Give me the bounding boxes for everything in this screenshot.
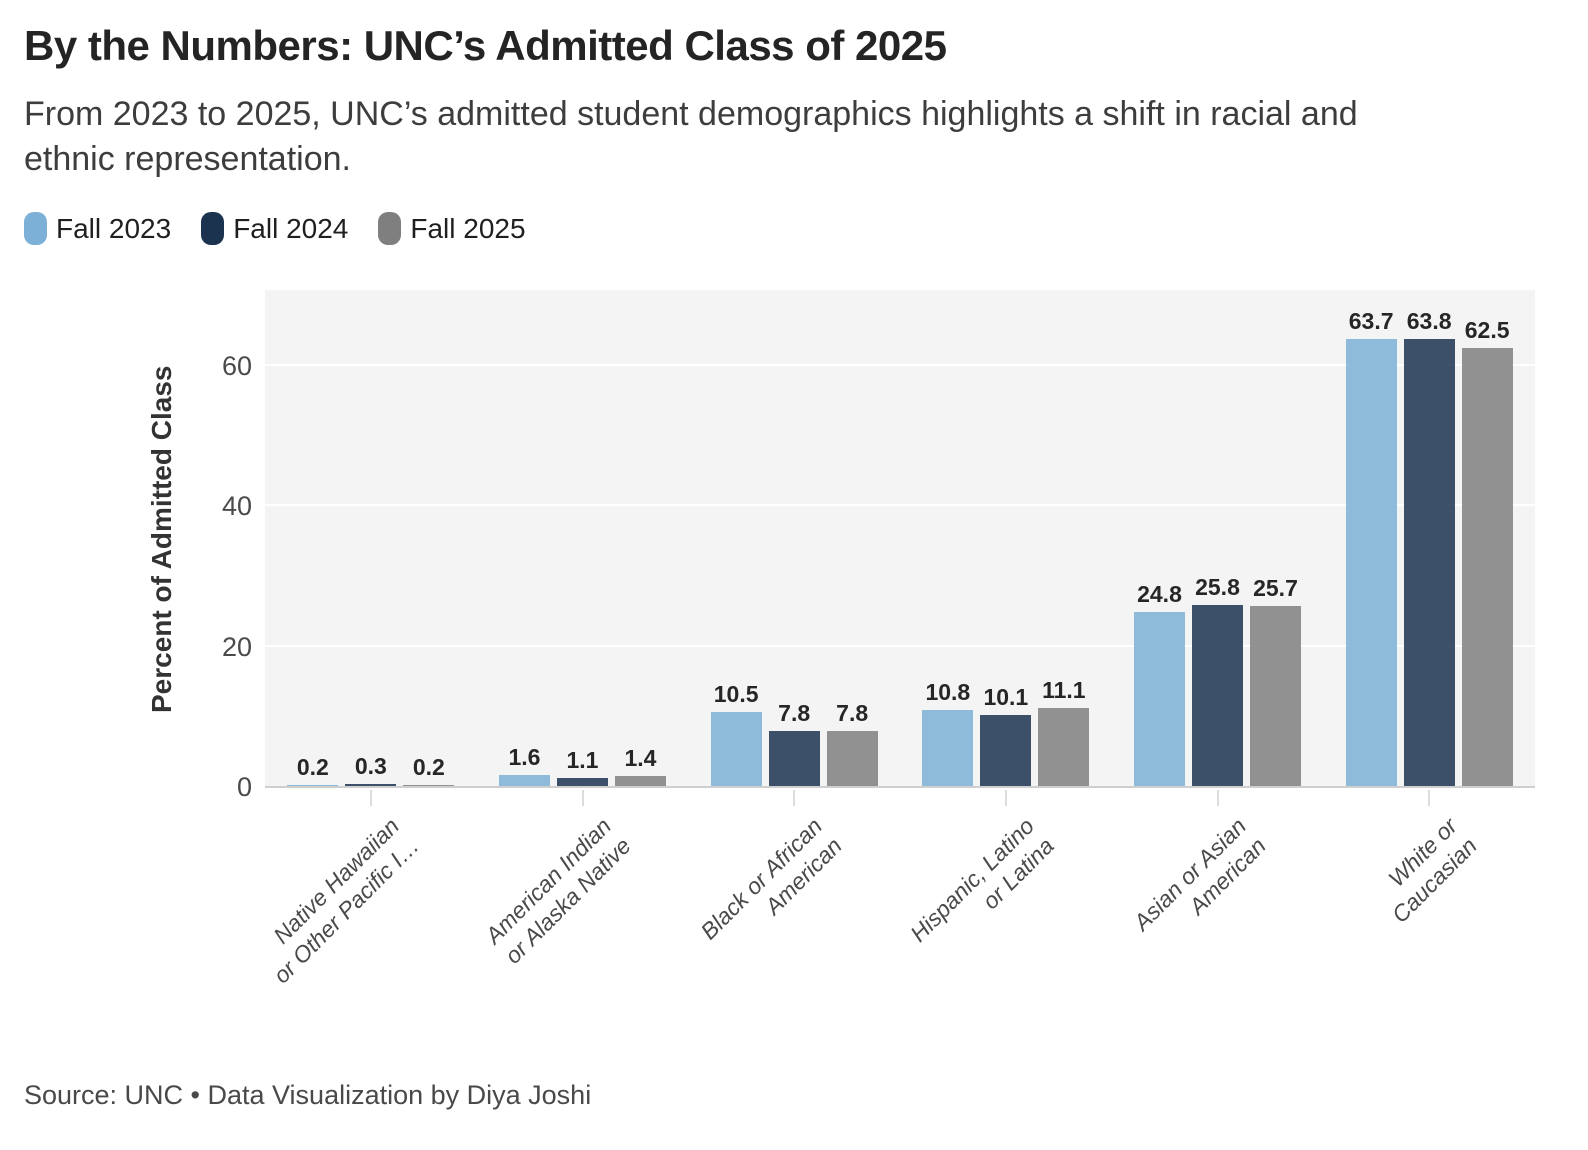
bar-group: 24.8 25.8 25.7 [1112, 290, 1324, 786]
bar-col: 10.8 [922, 679, 974, 786]
bar [345, 783, 397, 786]
legend-label: Fall 2023 [56, 212, 172, 244]
bar-value-label: 1.4 [624, 745, 657, 772]
bar-col: 11.1 [1038, 677, 1090, 786]
y-tick-label: 40 [221, 491, 252, 522]
page-title: By the Numbers: UNC’s Admitted Class of … [24, 22, 947, 69]
bar-col: 1.6 [498, 744, 550, 786]
bar-col: 7.8 [768, 700, 820, 786]
bar-value-label: 10.5 [713, 681, 759, 708]
bar-value-label: 1.6 [508, 743, 541, 770]
x-category-label-line: Native Hawaiian [268, 812, 404, 949]
gridline [265, 504, 1535, 507]
bar-value-label: 24.8 [1137, 581, 1182, 608]
bar-group: 1.6 1.1 1.4 [477, 290, 689, 786]
bar-value-label: 11.1 [1042, 677, 1086, 704]
legend-label: Fall 2024 [233, 212, 349, 244]
legend-item: Fall 2023 [24, 212, 171, 245]
source-caption: Source: UNC • Data Visualization by Diya… [24, 1080, 592, 1110]
x-tick [793, 790, 796, 806]
x-tick [581, 790, 584, 806]
bar-value-label: 10.1 [983, 684, 1029, 711]
x-tick [1216, 790, 1219, 806]
bar-value-label: 63.8 [1406, 307, 1452, 334]
bar-value-label: 0.2 [412, 753, 445, 780]
bar-col: 10.5 [710, 681, 762, 786]
bar-col: 1.4 [614, 745, 666, 786]
x-category-label-line: Caucasian [1386, 832, 1483, 928]
y-tick-label: 60 [221, 351, 252, 382]
chart-subtitle: From 2023 to 2025, UNC’s admitted studen… [24, 95, 1358, 178]
bar [710, 712, 762, 786]
bar [1345, 339, 1397, 786]
bar-group: 10.5 7.8 7.8 [688, 290, 900, 786]
bar-col: 63.8 [1403, 308, 1455, 786]
y-tick-label: 20 [221, 631, 252, 662]
bar-group: 63.7 63.8 62.5 [1323, 290, 1535, 786]
bar-col: 1.1 [556, 747, 608, 786]
bar-col: 7.8 [826, 700, 878, 786]
gridline [265, 364, 1535, 367]
bar-value-label: 63.7 [1348, 308, 1394, 335]
legend-swatch [24, 212, 47, 245]
bar-col: 0.3 [345, 753, 397, 786]
bar-value-label: 1.1 [566, 747, 599, 774]
bar-group: 0.2 0.3 0.2 [265, 290, 477, 786]
bar-col: 62.5 [1461, 317, 1513, 786]
legend: Fall 2023 Fall 2024 Fall 2025 [24, 212, 526, 245]
bar [1403, 338, 1455, 786]
bar-col: 25.8 [1191, 574, 1243, 786]
bar-value-label: 0.3 [354, 752, 387, 779]
bar-col: 0.2 [287, 754, 339, 786]
x-tick [1004, 790, 1007, 806]
legend-item: Fall 2024 [201, 212, 348, 245]
legend-item: Fall 2025 [378, 212, 526, 245]
bar [403, 784, 455, 786]
bar-value-label: 7.8 [778, 700, 811, 727]
bar [768, 731, 820, 786]
bar-value-label: 25.8 [1195, 574, 1240, 601]
bar-col: 24.8 [1133, 581, 1185, 786]
bar [498, 774, 550, 786]
bar-value-label: 10.8 [925, 679, 971, 706]
bar [1133, 612, 1185, 786]
gridline [265, 644, 1535, 647]
legend-swatch [201, 212, 225, 245]
y-tick-label: 0 [236, 772, 252, 802]
bar-value-label: 7.8 [836, 700, 869, 727]
bar-group: 10.8 10.1 11.1 [900, 290, 1112, 786]
bar [1461, 347, 1513, 786]
bar-value-label: 25.7 [1253, 574, 1298, 601]
bar-value-label: 62.5 [1464, 316, 1510, 343]
bar-col: 0.2 [403, 754, 455, 786]
bar-col: 10.1 [980, 684, 1032, 786]
bar [826, 731, 878, 786]
plot-area: 0.2 0.3 0.2 1.6 1.1 1.4 10.5 7.8 7.8 10.8 10.1 11.1… [265, 290, 1535, 788]
bar-col: 63.7 [1345, 308, 1397, 786]
bar [922, 710, 974, 786]
bar [287, 784, 339, 786]
bar [980, 715, 1032, 786]
bar [1249, 605, 1301, 786]
bar-value-label: 0.2 [296, 753, 329, 780]
x-tick [1428, 790, 1431, 806]
bar [614, 776, 666, 786]
legend-swatch [378, 212, 402, 245]
legend-label: Fall 2025 [410, 212, 526, 244]
bar [1038, 708, 1090, 786]
bar [556, 778, 608, 786]
bar-col: 25.7 [1249, 575, 1301, 786]
bar [1191, 605, 1243, 786]
x-tick [369, 790, 372, 806]
